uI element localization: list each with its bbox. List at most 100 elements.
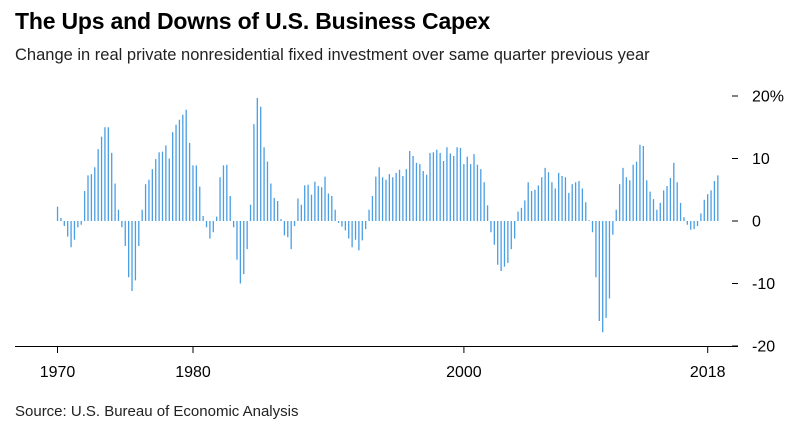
bar [439, 152, 441, 222]
bar [348, 221, 350, 239]
bar [598, 221, 600, 321]
bar [354, 221, 357, 240]
bar [649, 191, 651, 222]
bar [466, 156, 468, 222]
bar [469, 164, 472, 222]
bar [432, 152, 435, 221]
bar [686, 221, 688, 225]
bar [473, 154, 475, 222]
bar [612, 221, 614, 235]
x-tick-label: 2018 [690, 364, 726, 381]
bar [544, 167, 546, 222]
bar [530, 191, 533, 221]
bar [97, 149, 99, 222]
bar [446, 147, 448, 221]
bar [290, 221, 292, 250]
y-tick-label: -10 [752, 276, 775, 293]
bar [77, 221, 79, 228]
bar [395, 172, 397, 222]
bar [314, 181, 316, 222]
bar [713, 181, 716, 221]
x-tick-label: 1980 [175, 364, 211, 381]
bar [405, 169, 407, 222]
bar [551, 182, 553, 221]
bar [629, 180, 631, 222]
bar [412, 156, 414, 221]
bar [229, 196, 231, 221]
bar [425, 174, 428, 221]
bar [368, 209, 370, 221]
bar [493, 221, 495, 245]
bar [683, 217, 685, 221]
bar [541, 177, 543, 221]
bar [578, 181, 580, 221]
bar [222, 165, 225, 222]
bar [679, 202, 682, 222]
bar [280, 219, 282, 222]
x-tick-label: 1970 [40, 364, 76, 381]
bar [317, 186, 319, 221]
bar [121, 221, 123, 228]
bar [304, 185, 306, 222]
bar [497, 221, 499, 265]
bar [158, 152, 160, 221]
bar [456, 147, 458, 221]
bar [652, 199, 655, 222]
bar [151, 169, 153, 222]
bar [429, 152, 431, 222]
bar [615, 209, 617, 221]
bar [564, 177, 567, 221]
bar [646, 180, 648, 222]
bar [385, 179, 387, 221]
bar [334, 209, 336, 221]
bar [287, 221, 289, 238]
bar [205, 221, 208, 228]
bar [656, 209, 658, 221]
bar [226, 164, 228, 221]
bar [595, 221, 597, 278]
bar [144, 184, 147, 222]
bar [165, 145, 167, 222]
bar [666, 186, 668, 221]
bar [524, 200, 526, 222]
bar [219, 177, 221, 221]
bar [141, 209, 143, 221]
bar [67, 221, 69, 237]
bar [717, 175, 719, 222]
bar [517, 211, 519, 222]
bar [537, 185, 540, 222]
bar [300, 204, 302, 221]
bar [361, 221, 363, 241]
bar [703, 199, 705, 221]
bar [107, 127, 109, 221]
bar [696, 221, 699, 226]
bar [175, 124, 177, 221]
bar [547, 172, 550, 221]
bar [321, 187, 323, 221]
bar [476, 164, 479, 221]
bar [127, 221, 130, 278]
y-axis: 20% 10 0 -10 -20 [732, 89, 784, 356]
bar [459, 147, 462, 222]
bar [182, 114, 184, 221]
bar [419, 164, 421, 222]
bar [375, 176, 377, 222]
bar [331, 196, 333, 221]
bar [558, 172, 560, 222]
bar [642, 146, 644, 221]
bar [178, 119, 181, 221]
bar [608, 221, 611, 299]
bar [453, 156, 455, 221]
bar [70, 221, 72, 248]
bar [100, 136, 103, 222]
bar [659, 202, 661, 222]
bar [605, 221, 607, 318]
bar [622, 167, 624, 222]
bar [307, 184, 309, 221]
bar [402, 176, 404, 221]
x-tick-label: 2000 [446, 364, 482, 381]
bar [534, 189, 536, 221]
bar [124, 221, 126, 246]
bar [155, 159, 157, 222]
